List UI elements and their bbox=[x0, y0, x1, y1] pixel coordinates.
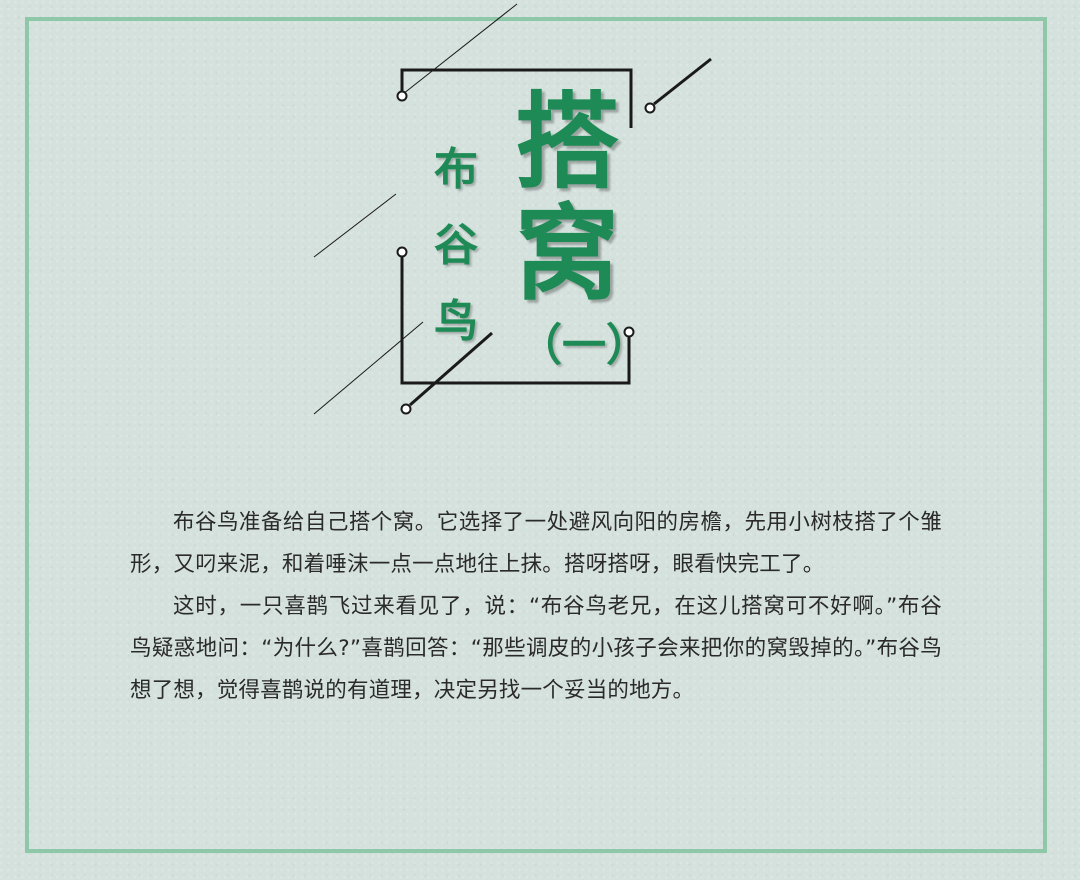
subject-char: 谷 bbox=[434, 220, 478, 271]
bottom-bracket bbox=[400, 256, 631, 385]
top-bracket-dot bbox=[396, 90, 408, 102]
page-border bbox=[25, 17, 1047, 853]
story-title: 搭 窝 bbox=[512, 86, 622, 310]
top-right-dot bbox=[644, 102, 656, 114]
bottom-bracket-dot-left bbox=[396, 246, 408, 258]
thick-diagonal-line-bottom bbox=[409, 331, 493, 407]
story-body: 布谷鸟准备给自己搭个窝。它选择了一处避风向阳的房檐，先用小树枝搭了个雏形，又叼来… bbox=[130, 502, 942, 712]
part-number: （一） bbox=[518, 320, 650, 371]
story-paragraph: 这时，一只喜鹊飞过来看见了，说：“布谷鸟老兄，在这儿搭窝可不好啊。”布谷鸟疑惑地… bbox=[130, 594, 942, 703]
title-subject: 布 谷 鸟 bbox=[428, 132, 484, 360]
story-paragraph: 布谷鸟准备给自己搭个窝。它选择了一处避风向阳的房檐，先用小树枝搭了个雏形，又叼来… bbox=[130, 510, 942, 577]
thin-diagonal-line-bottom bbox=[313, 321, 424, 415]
thin-diagonal-line-left bbox=[313, 193, 397, 258]
top-bracket bbox=[400, 68, 633, 128]
subject-char: 布 bbox=[434, 144, 478, 195]
bottom-bracket-dot-right bbox=[623, 326, 635, 338]
title-char: 窝 bbox=[514, 193, 619, 315]
title-char: 搭 bbox=[514, 81, 619, 203]
subject-char: 鸟 bbox=[434, 296, 478, 347]
thick-diagonal-line-top bbox=[653, 57, 712, 106]
bottom-left-dot bbox=[400, 403, 412, 415]
thin-diagonal-line-top bbox=[402, 3, 518, 95]
